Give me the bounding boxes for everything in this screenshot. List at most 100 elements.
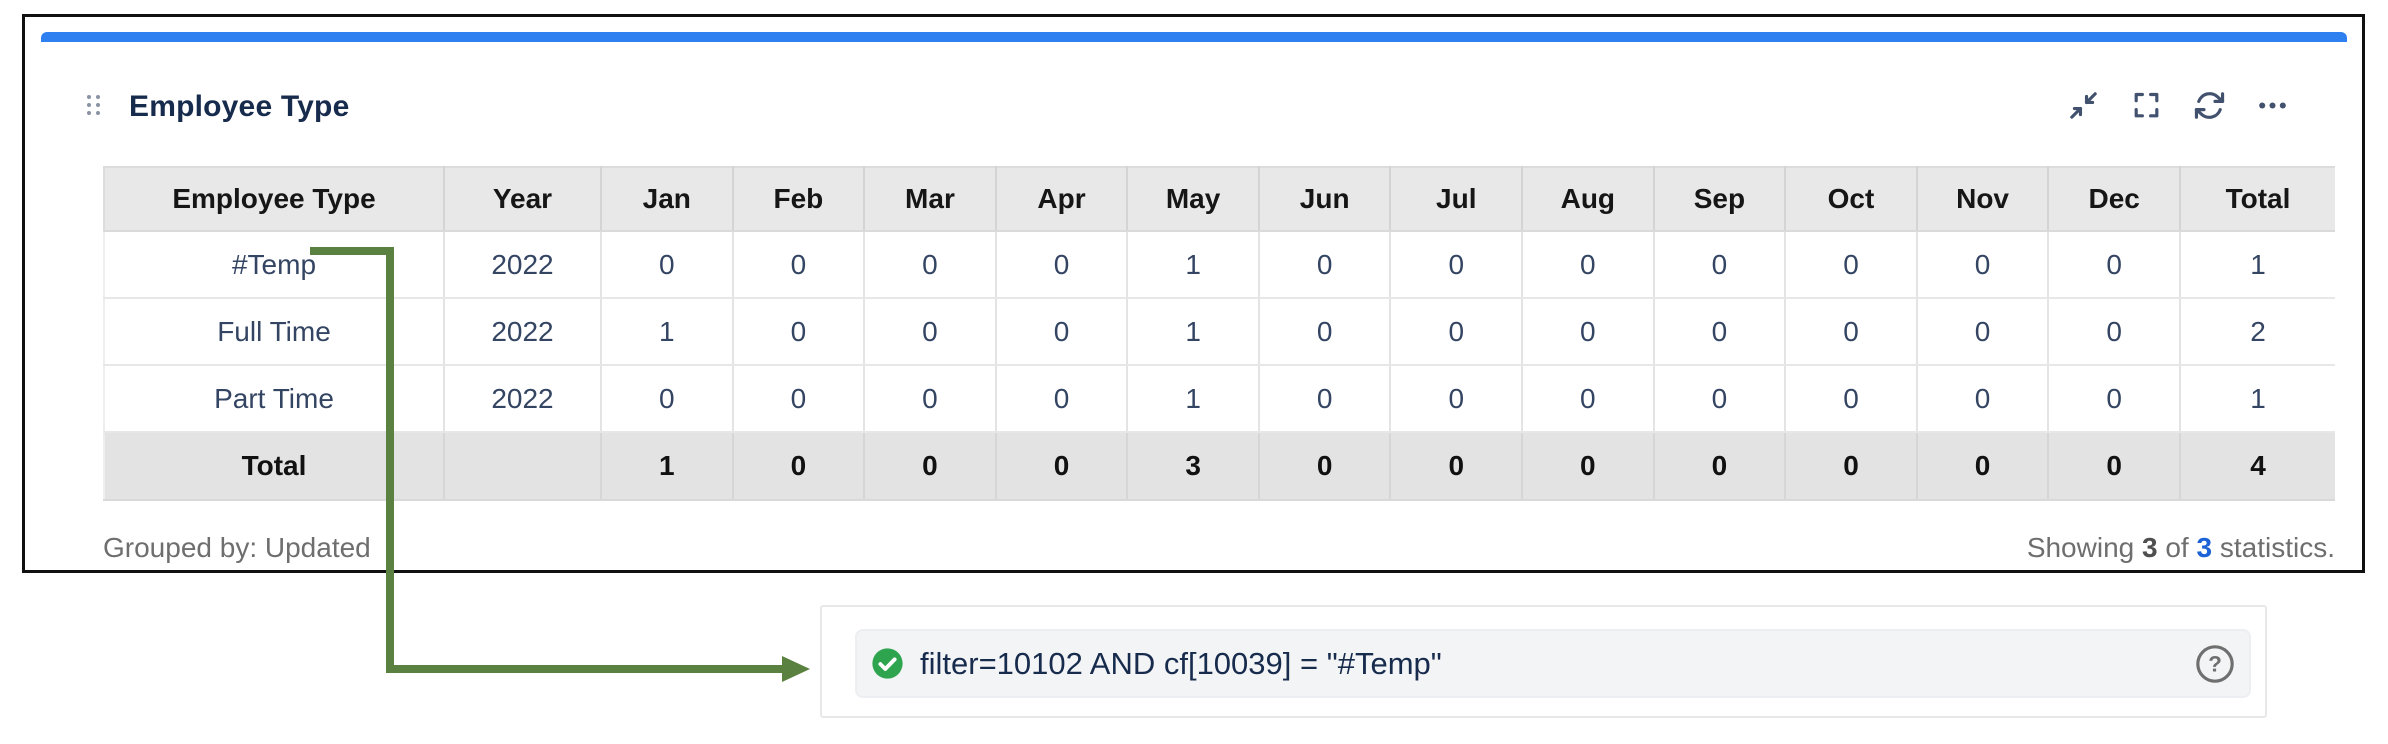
month-value-link-dec[interactable]: 0	[2048, 365, 2181, 433]
month-value-link-mar[interactable]: 0	[864, 231, 997, 299]
month-value-link-jan[interactable]: 1	[601, 298, 734, 366]
month-value-link-feb[interactable]: 0	[732, 365, 866, 433]
grand-total-jan: 1	[601, 432, 734, 501]
month-value-link-jul[interactable]: 0	[1390, 365, 1524, 433]
month-value-link-jun[interactable]: 0	[1258, 298, 1392, 366]
grand-total-sep: 0	[1653, 432, 1787, 501]
month-value-link-oct[interactable]: 0	[1785, 231, 1918, 299]
jql-filter-input[interactable]: filter=10102 AND cf[10039] = "#Temp" ?	[855, 629, 2251, 698]
month-value-link-aug[interactable]: 0	[1522, 231, 1655, 299]
month-value-link-jun[interactable]: 0	[1258, 231, 1392, 299]
month-value-link-may[interactable]: 1	[1127, 231, 1260, 299]
grand-total-value: 4	[2180, 432, 2335, 501]
month-value-link-sep[interactable]: 0	[1653, 298, 1787, 366]
grand-total-jul: 0	[1390, 432, 1524, 501]
grand-total-apr: 0	[995, 432, 1129, 501]
month-value-link-may[interactable]: 1	[1127, 298, 1260, 366]
month-value-link-nov[interactable]: 0	[1916, 365, 2050, 433]
maximize-icon[interactable]	[2130, 89, 2163, 122]
month-value-link-sep[interactable]: 0	[1653, 365, 1787, 433]
table-row: Part Time 2022 0 0 0 0 1 0 0 0 0 0 0 0 1	[103, 365, 2335, 433]
month-value-link-apr[interactable]: 0	[995, 231, 1129, 299]
column-header-sep: Sep	[1653, 166, 1787, 232]
column-header-mar: Mar	[864, 166, 997, 232]
column-header-year: Year	[444, 166, 602, 232]
grand-total-dec: 0	[2048, 432, 2181, 501]
column-header-feb: Feb	[732, 166, 866, 232]
grand-total-aug: 0	[1522, 432, 1655, 501]
column-header-aug: Aug	[1522, 166, 1655, 232]
gadget-footer: Grouped by: Updated Showing 3 of 3 stati…	[103, 522, 2335, 574]
more-icon[interactable]	[2256, 89, 2289, 122]
month-value-link-sep[interactable]: 0	[1653, 231, 1787, 299]
svg-text:?: ?	[2208, 651, 2222, 676]
table-header-row: Employee Type Year Jan Feb Mar Apr May Jun Jul Au…	[103, 166, 2335, 232]
grand-total-mar: 0	[864, 432, 997, 501]
column-header-jul: Jul	[1390, 166, 1524, 232]
column-header-employee-type: Employee Type	[103, 166, 445, 232]
grouped-by-label: Grouped by: Updated	[103, 532, 371, 563]
column-header-may: May	[1127, 166, 1260, 232]
row-total-value: 2	[2180, 298, 2335, 366]
month-value-link-jul[interactable]: 0	[1390, 298, 1524, 366]
gadget-accent-bar	[41, 32, 2347, 42]
statistics-table: Employee Type Year Jan Feb Mar Apr May Jun Jul Au…	[103, 166, 2335, 501]
month-value-link-feb[interactable]: 0	[732, 231, 866, 299]
month-value-link-nov[interactable]: 0	[1916, 231, 2050, 299]
employee-type-link[interactable]: #Temp	[103, 231, 445, 299]
month-value-link-oct[interactable]: 0	[1785, 298, 1918, 366]
filter-annotation-card: filter=10102 AND cf[10039] = "#Temp" ?	[820, 605, 2267, 718]
column-header-apr: Apr	[995, 166, 1129, 232]
grand-total-oct: 0	[1785, 432, 1918, 501]
month-value-link-dec[interactable]: 0	[2048, 298, 2181, 366]
gadget-header: Employee Type	[41, 75, 2347, 139]
column-header-total: Total	[2180, 166, 2335, 232]
month-value-link-apr[interactable]: 0	[995, 298, 1129, 366]
year-link[interactable]: 2022	[444, 365, 602, 433]
month-value-link-mar[interactable]: 0	[864, 298, 997, 366]
year-link[interactable]: 2022	[444, 231, 602, 299]
table-row: Full Time 2022 1 0 0 0 1 0 0 0 0 0 0 0 2	[103, 298, 2335, 366]
month-value-link-nov[interactable]: 0	[1916, 298, 2050, 366]
grand-total-nov: 0	[1916, 432, 2050, 501]
grand-total-row: Total 1 0 0 0 3 0 0 0 0 0 0 0 4	[103, 432, 2335, 501]
grand-total-feb: 0	[732, 432, 866, 501]
column-header-oct: Oct	[1785, 166, 1918, 232]
column-header-jun: Jun	[1258, 166, 1392, 232]
grand-total-year	[444, 432, 602, 501]
table-row: #Temp 2022 0 0 0 0 1 0 0 0 0 0 0 0 1	[103, 231, 2335, 299]
employee-type-link[interactable]: Part Time	[103, 365, 445, 433]
month-value-link-oct[interactable]: 0	[1785, 365, 1918, 433]
shown-count: 3	[2142, 532, 2158, 563]
grand-total-label: Total	[103, 432, 445, 501]
column-header-nov: Nov	[1916, 166, 2050, 232]
total-count[interactable]: 3	[2196, 532, 2213, 563]
jql-filter-query: filter=10102 AND cf[10039] = "#Temp"	[920, 645, 1442, 681]
column-header-jan: Jan	[601, 166, 734, 232]
month-value-link-feb[interactable]: 0	[732, 298, 866, 366]
drag-handle-icon[interactable]	[87, 95, 101, 117]
year-link[interactable]: 2022	[444, 298, 602, 366]
month-value-link-aug[interactable]: 0	[1522, 298, 1655, 366]
check-circle-icon	[871, 647, 904, 680]
question-circle-icon[interactable]: ?	[2195, 644, 2235, 684]
grand-total-may: 3	[1127, 432, 1260, 501]
employee-type-gadget: Employee Type	[22, 14, 2365, 573]
month-value-link-jul[interactable]: 0	[1390, 231, 1524, 299]
month-value-link-mar[interactable]: 0	[864, 365, 997, 433]
showing-statistics-label: Showing 3 of 3 statistics.	[2027, 532, 2335, 564]
month-value-link-apr[interactable]: 0	[995, 365, 1129, 433]
minimize-icon[interactable]	[2067, 89, 2100, 122]
month-value-link-dec[interactable]: 0	[2048, 231, 2181, 299]
statistics-suffix: statistics.	[2219, 532, 2335, 563]
column-header-dec: Dec	[2048, 166, 2181, 232]
refresh-icon[interactable]	[2193, 89, 2226, 122]
month-value-link-aug[interactable]: 0	[1522, 365, 1655, 433]
row-total-value: 1	[2180, 231, 2335, 299]
employee-type-link[interactable]: Full Time	[103, 298, 445, 366]
month-value-link-jun[interactable]: 0	[1258, 365, 1392, 433]
month-value-link-jan[interactable]: 0	[601, 231, 734, 299]
month-value-link-may[interactable]: 1	[1127, 365, 1260, 433]
month-value-link-jan[interactable]: 0	[601, 365, 734, 433]
